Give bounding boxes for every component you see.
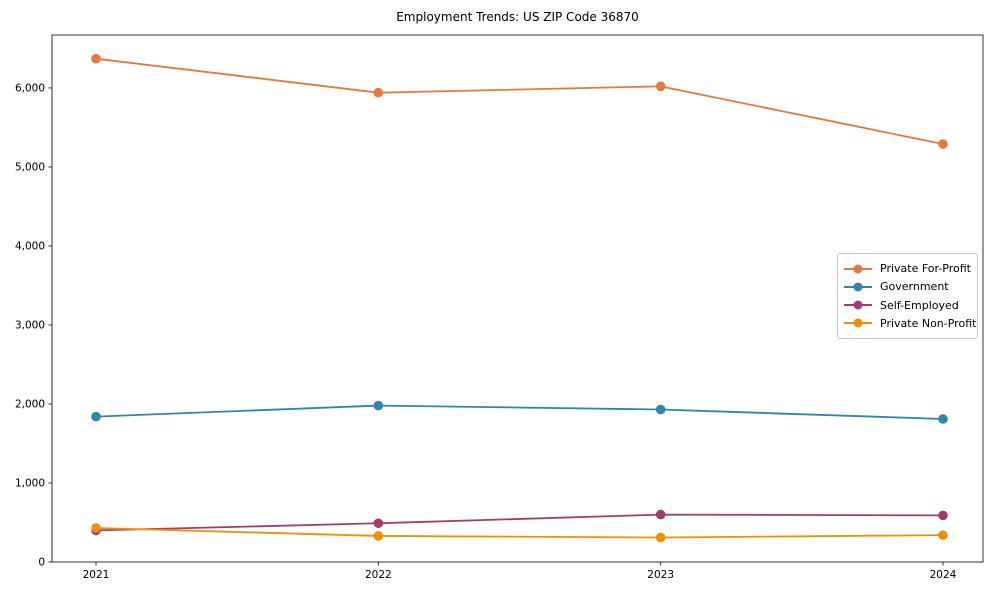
legend-line-sample — [844, 264, 872, 274]
y-tick-label: 4,000 — [15, 240, 45, 252]
legend-entry: Private Non-Profit — [844, 316, 977, 330]
data-point — [373, 87, 384, 98]
legend-entry: Government — [844, 280, 973, 293]
data-point — [91, 53, 101, 64]
series-line-self-employed — [95, 513, 944, 532]
legend-marker-icon — [853, 318, 863, 328]
series-line-private-for-profit — [95, 57, 944, 145]
data-point — [373, 531, 384, 541]
series-line-private-non-profit — [95, 527, 944, 539]
y-tick-label: 5,000 — [15, 161, 45, 173]
legend-entry: Private For-Profit — [844, 262, 973, 275]
legend: Private For-Profit Government Self-Employe… — [837, 253, 978, 339]
legend-label: Government — [880, 280, 949, 294]
data-point — [655, 532, 666, 543]
x-tick-label: 2021 — [83, 569, 110, 581]
legend-line-sample — [844, 300, 872, 310]
legend-entry: Self-Employed — [844, 299, 973, 312]
legend-line-sample — [844, 318, 872, 328]
data-point — [91, 523, 101, 533]
legend-label: Self-Employed — [880, 298, 959, 312]
data-point — [373, 518, 384, 529]
y-tick-label: 3,000 — [15, 319, 45, 331]
y-tick-label: 6,000 — [15, 82, 45, 94]
data-point — [938, 139, 948, 149]
plot-area — [51, 34, 984, 563]
data-point — [91, 411, 101, 422]
data-point — [938, 414, 948, 424]
legend-label: Private For-Profit — [880, 262, 971, 276]
data-point — [938, 530, 948, 540]
series-line-government — [95, 404, 944, 420]
y-tick-label: 1,000 — [15, 477, 45, 489]
y-tick-label: 0 — [38, 557, 45, 569]
x-tick-label: 2023 — [647, 569, 674, 581]
x-tick-label: 2022 — [365, 569, 392, 581]
y-tick-label: 2,000 — [15, 398, 45, 410]
data-point — [655, 404, 666, 415]
chart-title: Employment Trends: US ZIP Code 36870 — [396, 10, 639, 24]
data-point — [938, 510, 948, 521]
legend-marker-icon — [853, 282, 863, 292]
legend-marker-icon — [853, 264, 863, 274]
x-tick-label: 2024 — [930, 569, 957, 581]
legend-label: Private Non-Profit — [880, 316, 977, 330]
data-point — [655, 509, 666, 520]
data-point — [373, 400, 384, 411]
legend-line-sample — [844, 282, 872, 292]
data-point — [655, 81, 666, 92]
legend-marker-icon — [853, 300, 863, 310]
